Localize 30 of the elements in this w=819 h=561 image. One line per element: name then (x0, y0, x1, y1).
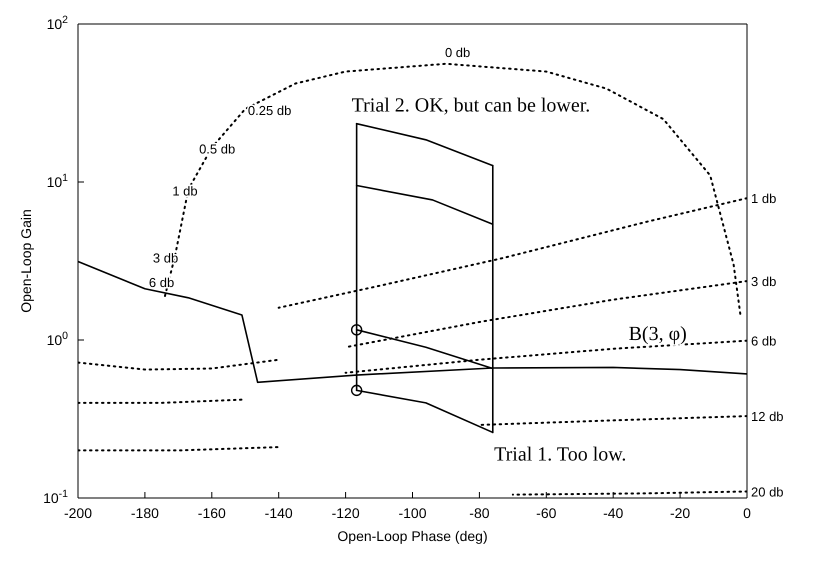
y-tick-label: 10$^{1}$ (46, 172, 68, 190)
x-axis-title: Open-Loop Phase (deg) (337, 528, 488, 544)
annotation: 20 db (751, 484, 784, 500)
annotation: 0.5 db (199, 142, 236, 157)
annotation: Trial 2. OK, but can be lower. (352, 94, 590, 117)
x-tick-label: -120 (332, 505, 360, 521)
y-axis-title: Open-Loop Gain (18, 209, 34, 313)
annotation: 3 db (751, 274, 776, 290)
annotation: 3 db (152, 250, 178, 266)
y-tick-label: 10$^{0}$ (46, 330, 68, 348)
annotation: Trial 1. Too low. (494, 443, 626, 466)
x-tick-label: -160 (198, 505, 226, 521)
x-tick-label: -20 (670, 505, 690, 521)
annotation: 1 db (751, 191, 776, 206)
annotation: 0.25 db (248, 102, 292, 118)
annotation: 1 db (172, 183, 198, 198)
x-tick-label: 0 (743, 505, 752, 521)
y-tick-label: 10$^{-1}$ (43, 488, 68, 506)
x-tick-label: -80 (469, 505, 490, 521)
y-tick-label: 10$^{2}$ (46, 14, 68, 32)
x-tick-label: -60 (536, 505, 557, 521)
annotation: 12 db (751, 409, 784, 424)
x-tick-label: -180 (130, 505, 160, 521)
annotation: 0 db (444, 45, 470, 60)
annotation: 6 db (751, 334, 776, 349)
x-tick-label: -200 (64, 505, 92, 521)
annotation: B(3, φ) (628, 323, 687, 346)
x-tick-label: -140 (264, 505, 293, 521)
x-tick-label: -100 (398, 505, 427, 521)
x-tick-label: -40 (603, 505, 624, 521)
